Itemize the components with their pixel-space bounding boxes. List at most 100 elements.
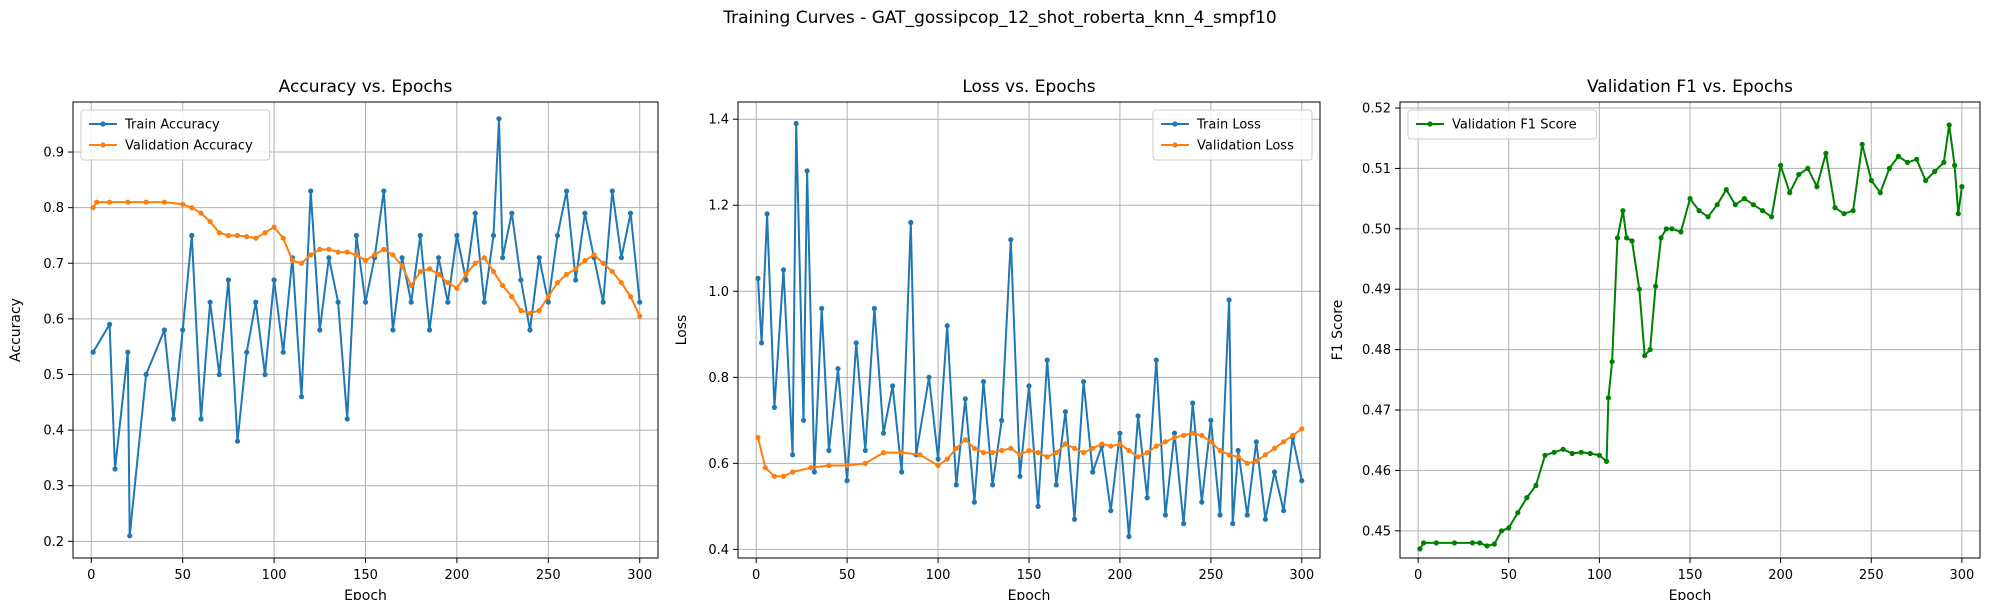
data-point	[1235, 454, 1241, 460]
data-point	[280, 235, 286, 241]
data-point	[509, 294, 515, 300]
data-point	[1253, 458, 1259, 464]
data-point	[225, 277, 231, 283]
data-point	[509, 210, 515, 216]
data-point	[1578, 449, 1584, 455]
data-point	[426, 327, 433, 333]
data-point	[518, 277, 524, 283]
data-point	[362, 257, 369, 264]
y-tick-label: 0.45	[1362, 524, 1391, 539]
data-point	[1551, 449, 1557, 455]
data-point	[481, 255, 487, 261]
data-point	[1235, 447, 1241, 454]
data-point	[1008, 445, 1014, 451]
y-tick-label: 0.8	[708, 371, 729, 386]
y-tick-label: 0.47	[1362, 404, 1391, 419]
data-point	[1696, 208, 1702, 214]
y-tick-label: 0.4	[43, 424, 64, 439]
data-point	[244, 349, 250, 355]
data-point	[1135, 413, 1141, 419]
data-point	[826, 447, 832, 454]
data-point	[1108, 443, 1114, 449]
data-point	[1506, 525, 1512, 531]
data-point	[1044, 454, 1050, 460]
chart-title: Loss vs. Epochs	[962, 77, 1095, 97]
data-point	[1877, 190, 1883, 196]
data-point	[1484, 543, 1490, 549]
data-point	[1778, 162, 1784, 168]
data-point	[1587, 450, 1593, 457]
data-point	[835, 366, 841, 372]
data-point	[1290, 432, 1296, 438]
data-point	[935, 462, 941, 469]
data-point	[1281, 439, 1287, 445]
data-point	[1244, 512, 1250, 518]
data-point	[1099, 441, 1105, 447]
data-point	[1658, 235, 1664, 241]
data-point	[262, 371, 268, 378]
legend-entry: Validation F1 Score	[1452, 118, 1577, 133]
data-point	[408, 299, 414, 305]
data-point	[496, 116, 502, 122]
legend-marker	[100, 121, 106, 127]
data-point	[216, 371, 222, 378]
data-point	[545, 294, 551, 300]
data-point	[1144, 450, 1150, 456]
data-point	[609, 269, 615, 275]
legend: Validation F1 Score	[1407, 109, 1598, 140]
data-point	[1281, 508, 1287, 514]
data-point	[90, 349, 96, 355]
data-point	[90, 205, 96, 211]
data-point	[481, 299, 487, 305]
data-point	[390, 327, 396, 333]
data-point	[1181, 432, 1187, 438]
data-point	[1859, 141, 1865, 147]
y-tick-label: 1.4	[708, 113, 729, 128]
data-point	[536, 255, 542, 261]
data-point	[1850, 208, 1856, 214]
x-tick-label: 150	[353, 568, 378, 583]
data-point	[554, 280, 561, 286]
data-point	[1081, 379, 1087, 385]
data-point	[472, 210, 478, 216]
data-point	[362, 299, 369, 305]
data-point	[1805, 165, 1811, 171]
data-point	[819, 305, 825, 312]
legend: Train Loss Validation Loss	[1152, 109, 1313, 161]
data-point	[308, 188, 314, 194]
data-point	[1421, 540, 1427, 546]
data-point	[1629, 238, 1635, 244]
data-point	[271, 224, 277, 230]
data-point	[1008, 237, 1014, 243]
data-point	[180, 327, 186, 333]
chart-panel-3: 0 50 100 150 200 250 300 0.45 0.46 0.47 0.48 0.49 0.…	[1330, 77, 1981, 600]
data-point	[808, 465, 814, 471]
data-point	[125, 199, 131, 205]
data-point	[1053, 450, 1059, 456]
data-point	[1955, 211, 1961, 217]
y-tick-label: 0.52	[1362, 102, 1391, 117]
data-point	[1117, 430, 1123, 436]
data-point	[962, 437, 968, 443]
data-point	[790, 469, 796, 475]
y-tick-label: 0.46	[1362, 464, 1391, 479]
x-tick-label: 50	[1500, 568, 1517, 583]
data-point	[999, 447, 1005, 454]
data-point	[582, 210, 588, 216]
data-point	[500, 282, 506, 289]
data-point	[1171, 430, 1178, 436]
data-point	[980, 379, 987, 385]
data-point	[426, 266, 433, 272]
data-point	[353, 232, 359, 239]
data-point	[1605, 395, 1611, 401]
y-tick-label: 0.48	[1362, 343, 1391, 358]
data-point	[298, 260, 305, 266]
data-point	[225, 232, 231, 239]
data-point	[591, 252, 597, 258]
series-line-validation-f1-score	[1419, 124, 1963, 550]
data-point	[618, 255, 625, 261]
data-point	[1217, 512, 1223, 518]
data-point	[880, 430, 887, 436]
y-tick-label: 0.4	[708, 543, 729, 558]
data-point	[234, 232, 241, 239]
